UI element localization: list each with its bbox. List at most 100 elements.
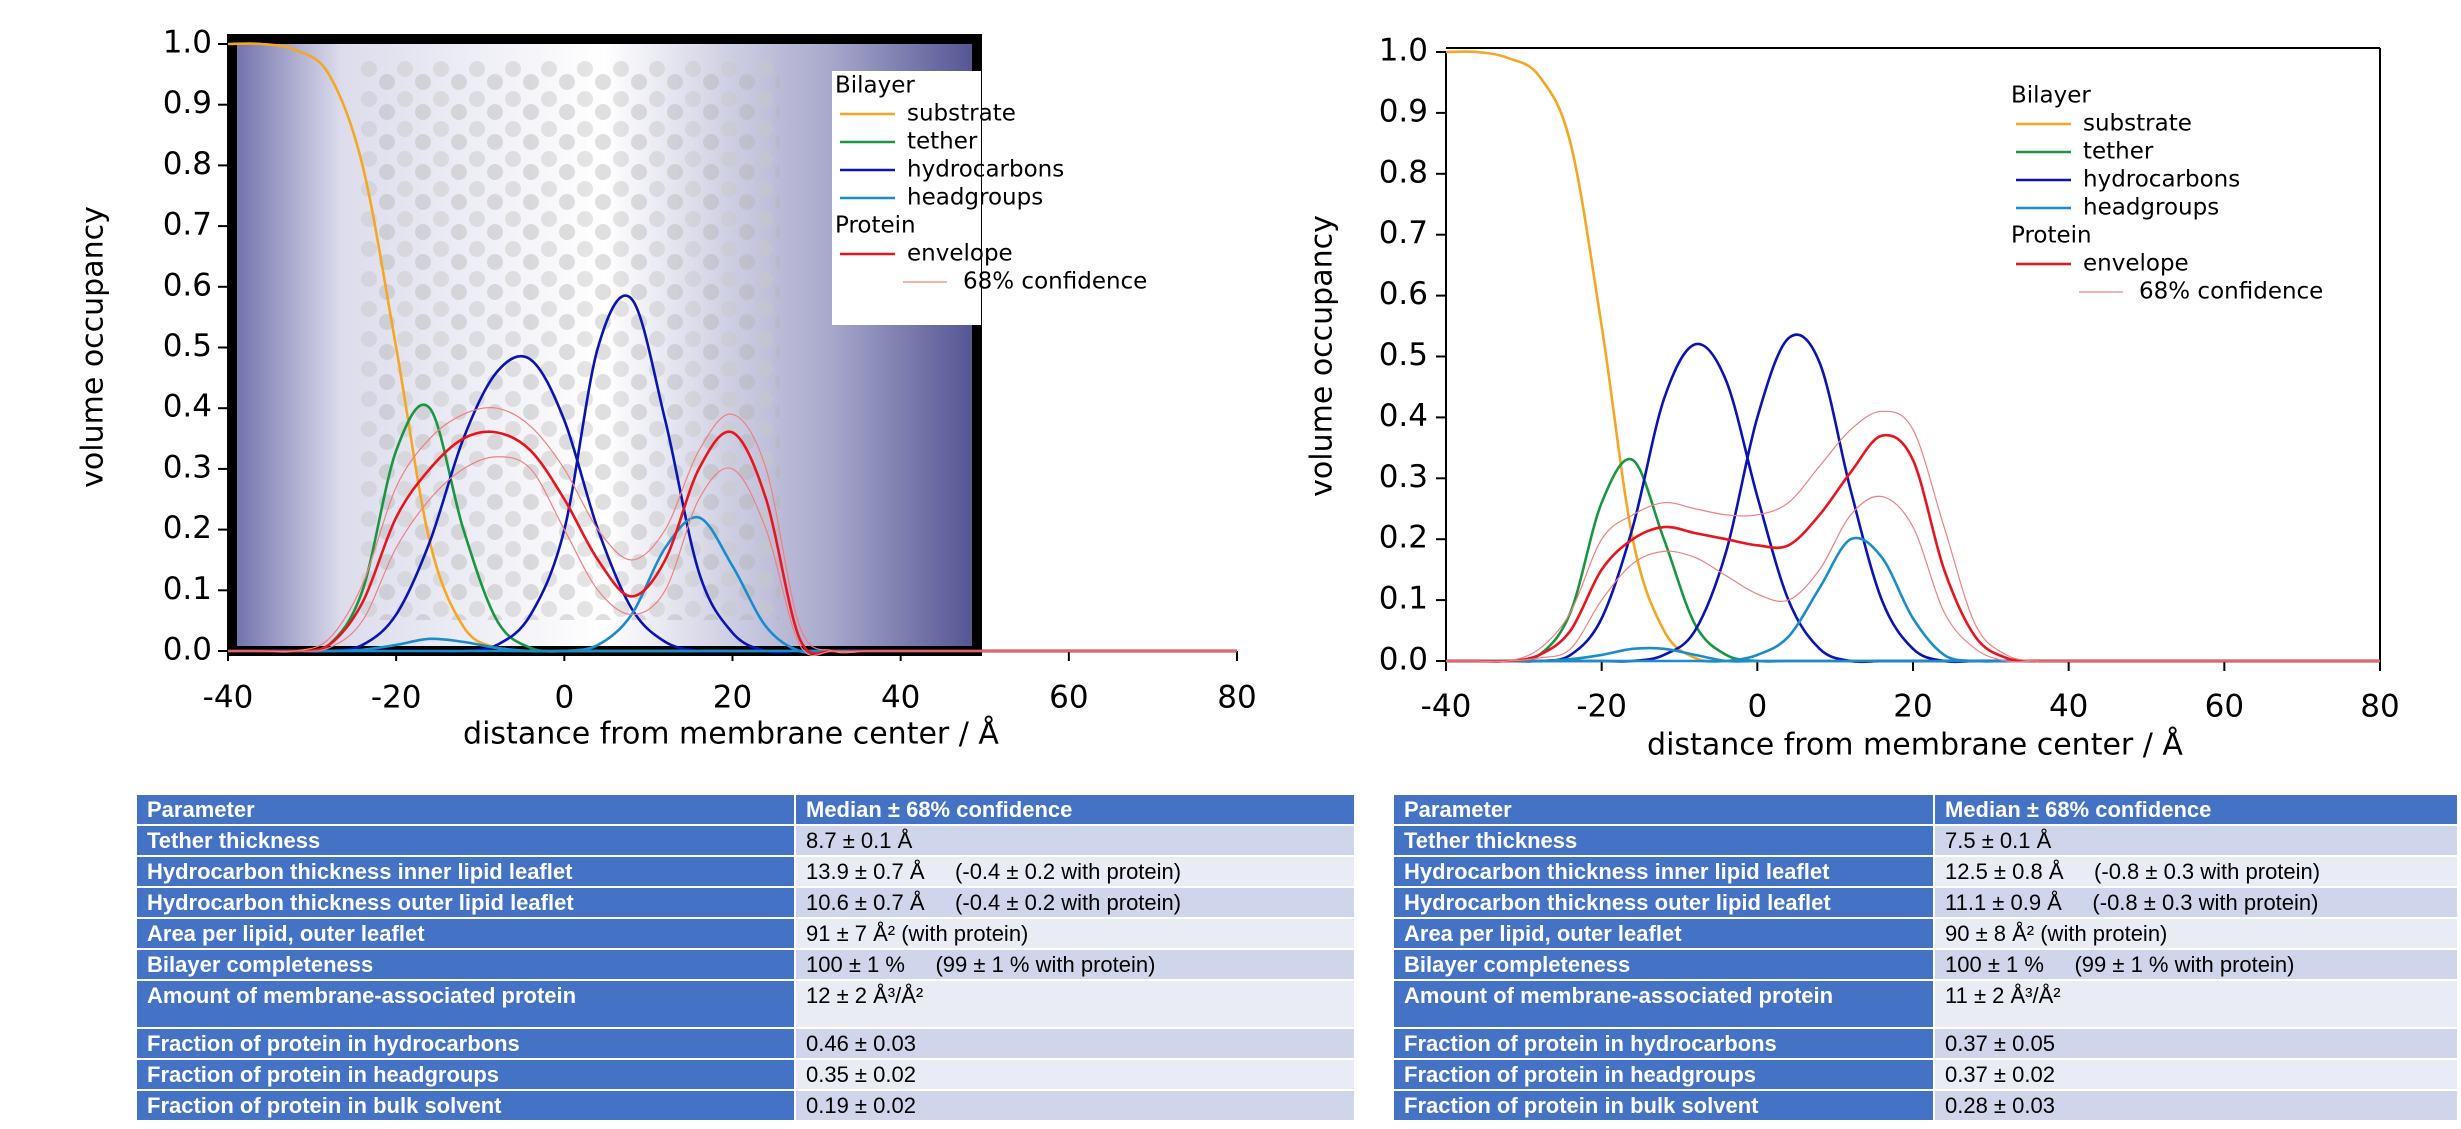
header-cell: Median ± 68% confidence	[794, 793, 1356, 826]
value-cell: 11.1 ± 0.9 Å (-0.8 ± 0.3 with protein)	[1933, 886, 2459, 919]
x-tick-label: 40	[2049, 689, 2088, 725]
legend-label: 68% confidence	[2139, 279, 2323, 305]
legend-label: 68% confidence	[963, 269, 1147, 295]
legend-label: headgroups	[907, 185, 1043, 211]
x-tick-label: 40	[881, 680, 920, 716]
value-cell: 11 ± 2 Å³/Å²	[1933, 979, 2459, 1029]
x-tick-label: -40	[203, 680, 254, 716]
header-cell: Parameter	[135, 793, 796, 826]
x-tick-label: 20	[713, 680, 752, 716]
x-tick-label: 0	[1747, 689, 1767, 725]
legend-group-title: Protein	[835, 213, 916, 239]
series-line	[1446, 410, 2380, 663]
x-tick-label: 80	[1217, 680, 1256, 716]
table-row: Tether thickness 8.7 ± 0.1 Å	[135, 824, 1356, 857]
legend-label: hydrocarbons	[2083, 167, 2240, 193]
parameter-cell: Area per lipid, outer leaflet	[135, 917, 796, 950]
y-tick-label: 0.6	[1379, 276, 1428, 312]
table-row: Amount of membrane-associated protein 11 …	[1392, 979, 2459, 1029]
legend-label: substrate	[907, 101, 1016, 127]
y-tick-label: 0.2	[1379, 520, 1428, 556]
background-illustration	[227, 34, 982, 656]
value-cell: 90 ± 8 Å² (with protein)	[1933, 917, 2459, 950]
table-row: Fraction of protein in headgroups 0.35 ± …	[135, 1058, 1356, 1091]
legend-label: headgroups	[2083, 195, 2219, 221]
x-tick-label: 60	[2205, 689, 2244, 725]
series-line	[1446, 457, 2380, 663]
x-tick-label: 20	[1893, 689, 1932, 725]
y-tick-label: 1.0	[1379, 33, 1428, 69]
x-tick-label: 0	[554, 680, 574, 716]
y-axis-title: volume occupancy	[1305, 215, 1340, 497]
parameter-cell: Bilayer completeness	[135, 948, 796, 981]
parameter-cell: Bilayer completeness	[1392, 948, 1935, 981]
y-tick-label: 0.1	[1379, 581, 1428, 617]
y-tick-label: 0.2	[163, 510, 212, 546]
table-row: Bilayer completeness 100 ± 1 % (99 ± 1 % …	[1392, 948, 2459, 981]
legend-label: envelope	[907, 241, 1013, 267]
value-cell: 7.5 ± 0.1 Å	[1933, 824, 2459, 857]
parameter-table: Parameter Median ± 68% confidence Tether t…	[135, 793, 1356, 1122]
y-tick-label: 0.5	[163, 328, 212, 364]
y-tick-label: 0.7	[1379, 215, 1428, 251]
parameter-cell: Tether thickness	[135, 824, 796, 857]
x-axis-title: distance from membrane center / Å	[463, 716, 999, 752]
x-tick-label: -20	[371, 680, 422, 716]
legend-group-title: Bilayer	[2011, 83, 2091, 109]
y-tick-label: 0.5	[1379, 337, 1428, 373]
x-tick-label: -40	[1421, 689, 1472, 725]
y-tick-label: 0.3	[1379, 459, 1428, 495]
series-line	[1446, 495, 2380, 663]
value-cell: 12.5 ± 0.8 Å (-0.8 ± 0.3 with protein)	[1933, 855, 2459, 888]
x-tick-label: 60	[1049, 680, 1088, 716]
parameter-cell: Fraction of protein in bulk solvent	[1392, 1089, 1935, 1122]
value-cell: 0.28 ± 0.03	[1933, 1089, 2459, 1122]
parameter-cell: Fraction of protein in hydrocarbons	[1392, 1027, 1935, 1060]
parameter-cell: Fraction of protein in bulk solvent	[135, 1089, 796, 1122]
parameter-cell: Hydrocarbon thickness outer lipid leafle…	[135, 886, 796, 919]
table-row: Fraction of protein in bulk solvent 0.28 …	[1392, 1089, 2459, 1122]
table-row: Area per lipid, outer leaflet 90 ± 8 Å² (…	[1392, 917, 2459, 950]
legend-label: tether	[907, 129, 978, 155]
header-cell: Median ± 68% confidence	[1933, 793, 2459, 826]
value-cell: 13.9 ± 0.7 Å (-0.4 ± 0.2 with protein)	[794, 855, 1356, 888]
x-tick-label: -20	[1576, 689, 1627, 725]
parameter-table: Parameter Median ± 68% confidence Tether t…	[1392, 793, 2459, 1122]
table-row: Bilayer completeness 100 ± 1 % (99 ± 1 % …	[135, 948, 1356, 981]
table-row: Hydrocarbon thickness inner lipid leafle…	[1392, 855, 2459, 888]
legend-label: hydrocarbons	[907, 157, 1064, 183]
header-row: Parameter Median ± 68% confidence	[135, 793, 1356, 826]
legend-label: tether	[2083, 139, 2154, 165]
header-cell: Parameter	[1392, 793, 1935, 826]
value-cell: 0.46 ± 0.03	[794, 1027, 1356, 1060]
table-row: Hydrocarbon thickness inner lipid leafle…	[135, 855, 1356, 888]
parameter-cell: Fraction of protein in headgroups	[135, 1058, 796, 1091]
y-tick-label: 0.8	[163, 146, 212, 182]
x-tick-label: 80	[2360, 689, 2399, 725]
value-cell: 0.37 ± 0.05	[1933, 1027, 2459, 1060]
parameter-cell: Area per lipid, outer leaflet	[1392, 917, 1935, 950]
parameter-cell: Tether thickness	[1392, 824, 1935, 857]
parameter-cell: Hydrocarbon thickness inner lipid leafle…	[1392, 855, 1935, 888]
value-cell: 0.19 ± 0.02	[794, 1089, 1356, 1122]
table-row: Amount of membrane-associated protein 12 …	[135, 979, 1356, 1029]
parameter-cell: Fraction of protein in headgroups	[1392, 1058, 1935, 1091]
table-row: Tether thickness 7.5 ± 0.1 Å	[1392, 824, 2459, 857]
series-line	[1445, 50, 2380, 663]
value-cell: 91 ± 7 Å² (with protein)	[794, 917, 1356, 950]
series-line	[1446, 433, 2380, 663]
parameter-cell: Amount of membrane-associated protein	[1392, 979, 1935, 1029]
value-cell: 8.7 ± 0.1 Å	[794, 824, 1356, 857]
series-line	[1446, 342, 2380, 664]
y-tick-label: 0.9	[1379, 93, 1428, 129]
series-line	[227, 406, 1237, 654]
y-tick-label: 0.4	[1379, 398, 1428, 434]
series-line	[227, 456, 1237, 657]
y-tick-label: 0.0	[163, 632, 212, 668]
legend-label: substrate	[2083, 111, 2192, 137]
parameter-cell: Hydrocarbon thickness outer lipid leafle…	[1392, 886, 1935, 919]
table-row: Fraction of protein in hydrocarbons 0.37 …	[1392, 1027, 2459, 1060]
y-tick-label: 0.9	[163, 85, 212, 121]
value-cell: 100 ± 1 % (99 ± 1 % with protein)	[1933, 948, 2459, 981]
